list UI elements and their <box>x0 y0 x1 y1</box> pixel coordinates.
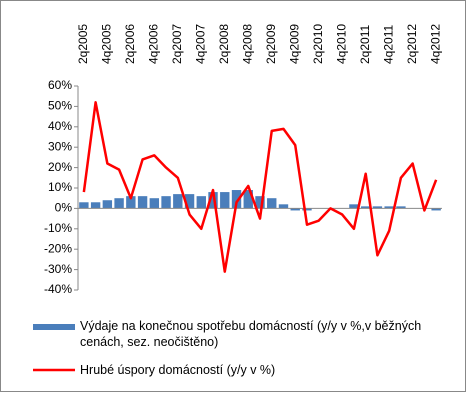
legend-swatch <box>33 324 75 330</box>
y-tick-label: 30% <box>48 139 72 153</box>
x-tick-label: 2q2010 <box>311 24 325 64</box>
x-tick-label: 2q2011 <box>358 25 372 64</box>
x-tick-label: 2q2006 <box>123 24 137 64</box>
x-tick-label: 4q2007 <box>193 24 207 64</box>
bar <box>103 200 112 208</box>
x-tick-label: 2q2005 <box>76 24 90 64</box>
y-tick-label: -10% <box>44 221 72 235</box>
x-tick-label: 4q2009 <box>287 24 301 64</box>
bar <box>173 194 182 208</box>
bar <box>267 198 276 208</box>
bar <box>138 196 147 208</box>
bar <box>79 202 88 208</box>
x-tick-label: 4q2008 <box>240 24 254 64</box>
y-tick-label: 40% <box>48 119 72 133</box>
bar <box>150 198 159 208</box>
x-tick-label: 4q2010 <box>334 24 348 64</box>
y-tick-label: 50% <box>48 99 72 113</box>
bar <box>91 202 100 208</box>
y-tick-label: -40% <box>44 282 72 296</box>
legend-label: Výdaje na konečnou spotřebu domácností (… <box>80 318 460 350</box>
x-tick-label: 2q2007 <box>170 24 184 64</box>
y-tick-label: 20% <box>48 160 72 174</box>
y-tick-label: 10% <box>48 180 72 194</box>
x-tick-label: 4q2006 <box>146 24 160 64</box>
x-tick-label: 4q2005 <box>100 24 114 64</box>
y-tick-label: -20% <box>44 241 72 255</box>
legend-label: Hrubé úspory domácností (y/y v %) <box>80 362 460 378</box>
x-tick-label: 4q2012 <box>428 24 442 64</box>
y-tick-label: 0% <box>55 201 73 215</box>
x-tick-label: 2q2009 <box>264 24 278 64</box>
bar <box>279 204 288 208</box>
bar <box>114 198 123 208</box>
bar <box>197 196 206 208</box>
y-tick-label: -30% <box>44 262 72 276</box>
y-tick-label: 60% <box>48 78 72 92</box>
bar <box>220 192 229 208</box>
bar <box>161 196 170 208</box>
x-tick-label: 2q2008 <box>217 24 231 64</box>
x-tick-label: 2q2012 <box>405 24 419 64</box>
x-tick-label: 4q2011 <box>381 25 395 64</box>
